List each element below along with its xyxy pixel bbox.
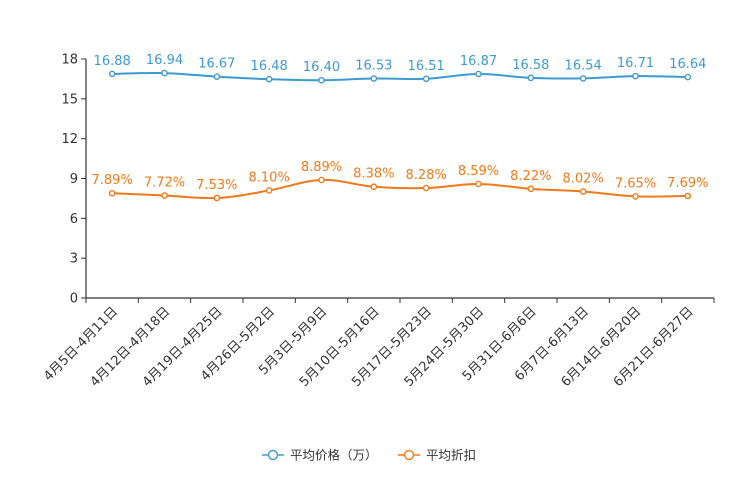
data-point (108, 70, 116, 78)
series-avg-discount: 7.89% 7.72% 7.53% 8.10% 8.89% 8.38% 8.28% 8.59%… (92, 160, 708, 202)
series-avg-price: 16.88 16.94 16.67 16.48 16.40 16.53 16.51 16.87… (94, 53, 706, 84)
y-tick-label: 6 (70, 212, 78, 227)
data-point (632, 72, 639, 80)
data-label: 7.53% (196, 178, 237, 193)
data-point (370, 183, 378, 191)
data-label: 8.02% (563, 172, 604, 187)
legend-marker-icon (403, 449, 415, 461)
series-layer: 16.88 16.94 16.67 16.48 16.40 16.53 16.51 16.87… (92, 53, 708, 202)
data-label: 7.72% (144, 175, 185, 190)
data-point (265, 75, 273, 83)
data-label: 16.87 (460, 54, 497, 69)
data-label: 7.89% (92, 173, 133, 188)
data-label: 8.59% (458, 164, 499, 179)
data-label: 8.28% (406, 168, 447, 183)
data-label: 16.54 (565, 58, 602, 73)
data-point (161, 192, 168, 199)
data-point (632, 193, 639, 200)
legend-item: 平均折扣 (398, 448, 476, 463)
data-point (527, 185, 535, 193)
data-point (370, 75, 378, 82)
y-tick-label: 0 (70, 292, 78, 307)
data-label: 16.71 (617, 56, 654, 71)
data-point (422, 184, 430, 192)
data-point (161, 69, 168, 77)
axes: 03691215184月5日-4月11日4月12日-4月18日4月19日-4月2… (41, 53, 715, 390)
data-label: 7.65% (615, 176, 656, 191)
data-point (213, 194, 221, 202)
data-point (527, 74, 535, 82)
data-label: 16.88 (94, 54, 131, 69)
data-label: 16.53 (355, 59, 392, 74)
y-tick-label: 3 (70, 252, 78, 267)
data-label: 16.94 (146, 53, 183, 68)
data-point (213, 73, 221, 80)
data-point (684, 192, 692, 200)
data-label: 8.10% (249, 170, 290, 185)
data-point (475, 180, 482, 188)
data-label: 8.89% (301, 160, 342, 175)
data-point (579, 188, 587, 195)
y-tick-label: 12 (61, 132, 78, 147)
data-label: 8.38% (353, 167, 394, 182)
legend-label: 平均折扣 (426, 448, 476, 463)
data-point (422, 75, 430, 83)
data-point (579, 75, 587, 82)
data-label: 16.64 (669, 57, 706, 72)
data-label: 16.67 (198, 57, 235, 72)
data-point (684, 73, 692, 81)
y-tick-label: 15 (61, 92, 78, 107)
series-line (112, 71, 688, 82)
data-point (108, 189, 116, 197)
data-label: 16.48 (251, 59, 288, 74)
data-label: 8.22% (510, 169, 551, 184)
data-point (475, 70, 482, 78)
legend-item: 平均价格（万） (262, 448, 378, 463)
y-tick-label: 9 (70, 172, 78, 187)
data-point (318, 176, 325, 184)
data-point (318, 76, 325, 84)
series-line (112, 178, 688, 200)
data-label: 16.51 (408, 59, 445, 74)
data-label: 7.69% (667, 176, 708, 191)
legend-marker-icon (267, 449, 279, 461)
data-label: 16.58 (512, 58, 549, 73)
legend-label: 平均价格（万） (290, 448, 378, 463)
data-label: 16.40 (303, 60, 340, 75)
y-tick-label: 18 (61, 53, 78, 68)
data-point (265, 187, 273, 194)
legend: 平均价格（万） 平均折扣 (262, 448, 476, 463)
